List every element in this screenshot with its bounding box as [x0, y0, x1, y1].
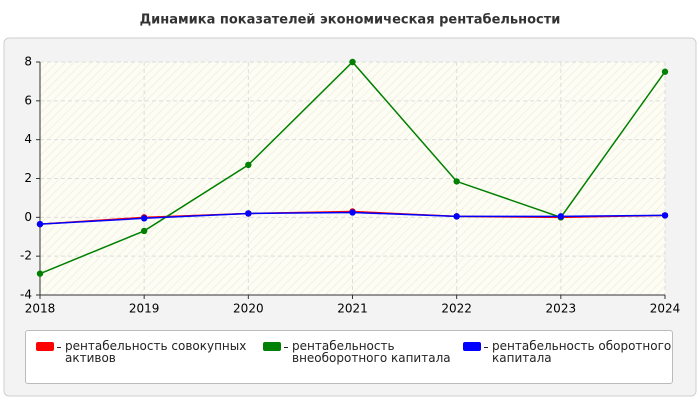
x-tick-label: 2021: [337, 302, 368, 316]
point: [245, 161, 252, 169]
x-tick-label: 2023: [546, 302, 577, 316]
legend-item: рентабельность совокупных активов: [36, 340, 255, 364]
point: [557, 213, 565, 220]
legend-swatch: [263, 342, 281, 351]
chart-title: Динамика показателей экономическая рента…: [140, 13, 561, 28]
y-tick-label: 4: [24, 132, 32, 146]
y-tick-label: 2: [24, 171, 32, 185]
point: [453, 213, 460, 220]
y-tick-label: 8: [24, 55, 32, 69]
y-tick-label: 0: [24, 210, 32, 224]
legend: рентабельность совокупных активов рентабе…: [25, 330, 673, 384]
point: [140, 227, 148, 235]
point: [140, 215, 148, 222]
x-tick-label: 2022: [441, 302, 472, 316]
point: [36, 270, 44, 277]
point: [245, 210, 252, 217]
x-tick-label: 2019: [129, 302, 160, 316]
point: [661, 212, 669, 219]
point: [349, 58, 356, 66]
legend-swatch: [36, 342, 54, 351]
x-tick-label: 2024: [650, 302, 681, 316]
legend-dash: [484, 347, 488, 348]
point: [661, 68, 669, 75]
legend-dash: [57, 347, 61, 348]
y-tick-label: -2: [20, 249, 32, 263]
point: [349, 209, 356, 216]
legend-item: рентабельность оборотного капитала: [463, 340, 692, 364]
legend-dash: [284, 347, 288, 348]
point: [453, 178, 460, 185]
y-tick-label: 6: [24, 93, 32, 107]
legend-label: рентабельность совокупных активов: [65, 339, 247, 365]
x-tick-label: 2020: [233, 302, 264, 316]
legend-swatch: [463, 342, 481, 351]
y-tick-label: -4: [20, 288, 32, 302]
legend-item: рентабельность внеоборотного капитала: [263, 340, 467, 364]
legend-label: рентабельность внеоборотного капитала: [292, 339, 451, 365]
point: [36, 220, 44, 228]
legend-label: рентабельность оборотного капитала: [492, 339, 672, 365]
x-tick-label: 2018: [25, 302, 56, 316]
